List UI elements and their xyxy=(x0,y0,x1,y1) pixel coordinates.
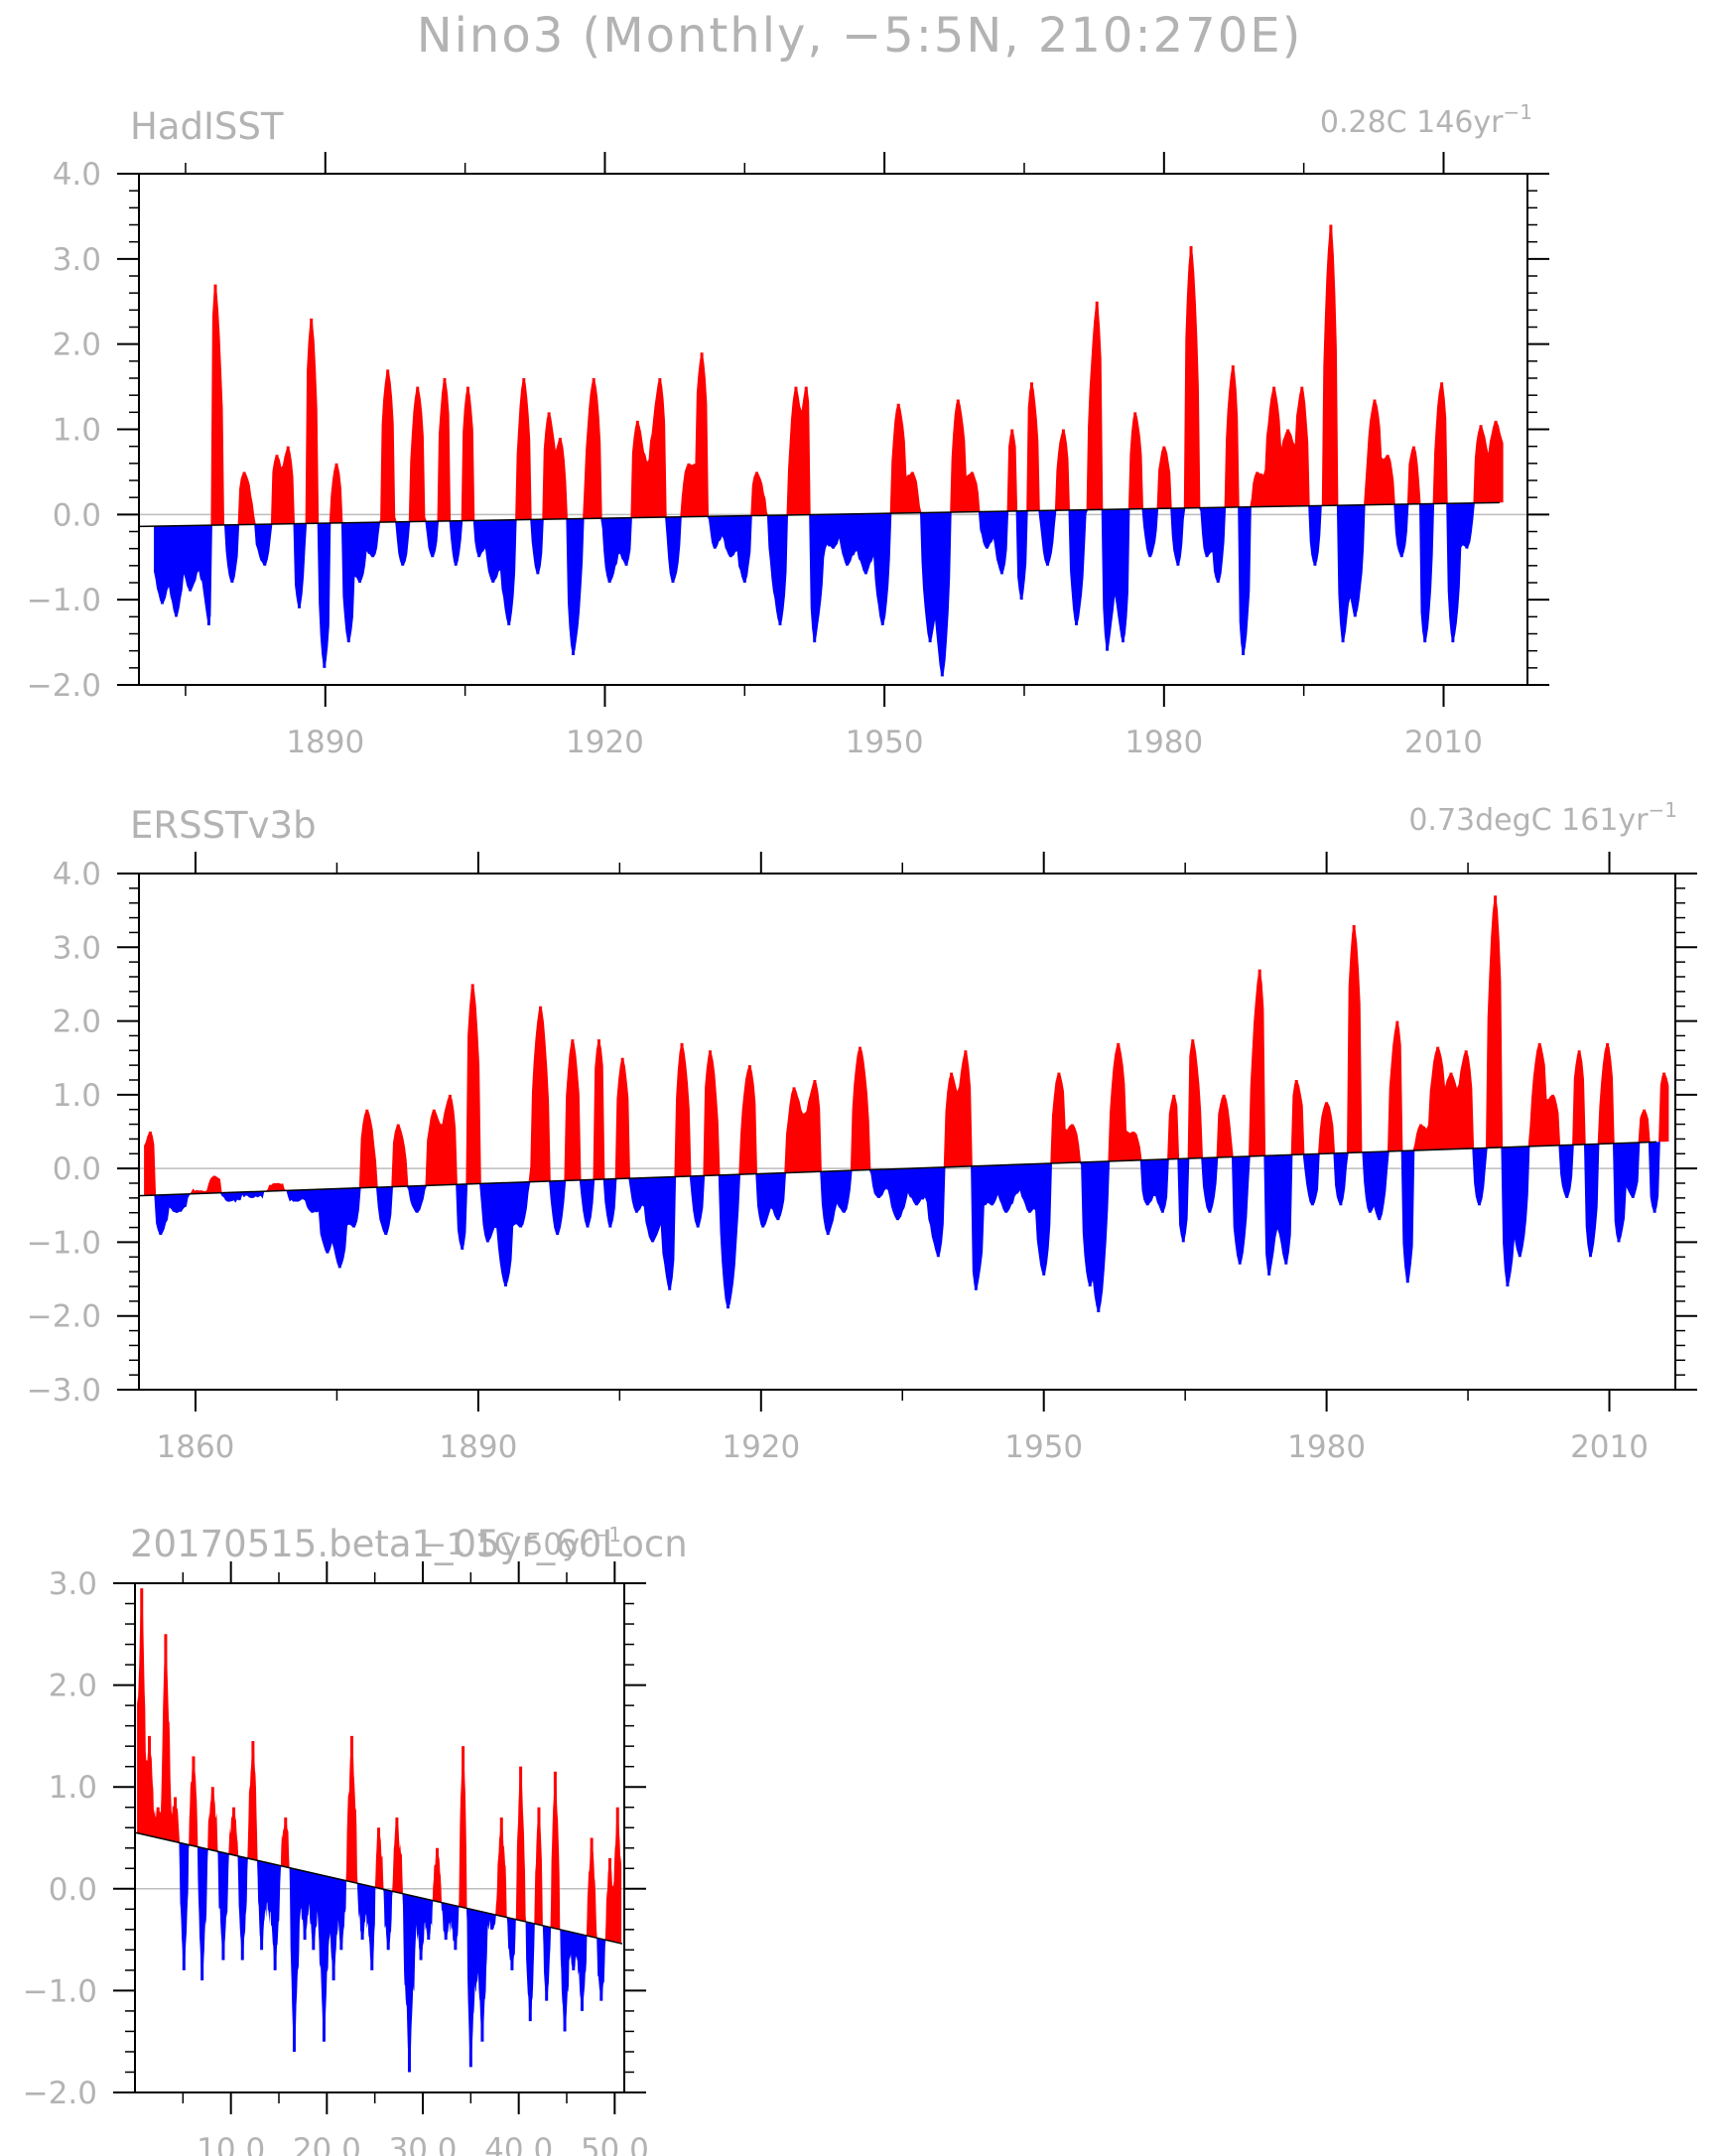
y-tick-label: 2.0 xyxy=(53,328,101,363)
x-tick-label: 40.0 xyxy=(484,2132,553,2156)
trend-label: 0.28C 146yr−1 xyxy=(1320,100,1532,140)
x-tick-label: 1890 xyxy=(286,725,364,760)
negative-anomaly-area xyxy=(137,1832,622,2073)
x-tick-label: 30.0 xyxy=(388,2132,457,2156)
chart-panel-1: 4.0 3.0 2.0 1.0 0.0 −1.0 −2.0 1890 1920 1950 1980 2… xyxy=(27,100,1549,760)
panel-title: ERSSTv3b xyxy=(130,804,317,847)
y-tick-label: −1.0 xyxy=(27,1225,101,1261)
x-tick-label: 10.0 xyxy=(197,2132,265,2156)
figure-title: Nino3 (Monthly, −5:5N, 210:270E) xyxy=(417,8,1303,64)
x-tick-label: 2010 xyxy=(1404,725,1483,760)
positive-anomaly-area xyxy=(144,896,1669,1196)
chart-panel-3: 3.0 2.0 1.0 0.0 −1.0 −2.0 10.0 20.0 30.0 40.0 50.0… xyxy=(23,1523,688,2156)
plot-frame xyxy=(134,1582,625,2093)
x-tick-label: 1980 xyxy=(1125,725,1203,760)
trend-label-superscript: −1 xyxy=(1504,100,1532,124)
trend-label-text: 0.73degC 161yr xyxy=(1408,803,1649,838)
x-tick-label: 1920 xyxy=(566,725,644,760)
y-tick-label: −1.0 xyxy=(23,1973,97,2009)
y-tick-label: 1.0 xyxy=(53,1078,101,1114)
y-tick-label: 4.0 xyxy=(53,857,101,892)
panel-title: 20170515.beta1_05yr_60Locn xyxy=(130,1523,688,1565)
chart-panel-2: 4.0 3.0 2.0 1.0 0.0 −1.0 −2.0 −3.0 1860 1890 1920 1… xyxy=(27,798,1697,1465)
chart-panels: 4.0 3.0 2.0 1.0 0.0 −1.0 −2.0 1890 1920 1950 1980 2… xyxy=(23,100,1697,2156)
y-tick-label: −2.0 xyxy=(27,668,101,704)
x-tick-label: 20.0 xyxy=(293,2132,361,2156)
y-tick-label: 1.0 xyxy=(49,1770,97,1806)
y-tick-label: 1.0 xyxy=(53,413,101,449)
plot-frame xyxy=(138,873,1676,1391)
x-tick-label: 1890 xyxy=(439,1429,517,1465)
y-tick-label: 0.0 xyxy=(53,497,101,533)
y-tick-label: −2.0 xyxy=(27,1299,101,1335)
x-tick-label: 2010 xyxy=(1570,1429,1649,1465)
trend-label-text: 0.28C 146yr xyxy=(1320,105,1504,140)
trend-label-superscript: −1 xyxy=(593,1523,621,1547)
y-tick-label: −3.0 xyxy=(27,1373,101,1409)
panel-title: HadISST xyxy=(130,105,284,148)
trend-label-superscript: −1 xyxy=(1649,798,1677,822)
y-tick-label: −1.0 xyxy=(27,583,101,618)
x-tick-label: 1950 xyxy=(1004,1429,1083,1465)
trend-label: 0.73degC 161yr−1 xyxy=(1408,798,1677,838)
trend-line xyxy=(138,501,1500,528)
y-tick-label: 2.0 xyxy=(53,1005,101,1040)
y-tick-label: 2.0 xyxy=(49,1669,97,1704)
y-tick-label: 3.0 xyxy=(49,1566,97,1602)
trend-label: −1.1C 50yr−1 xyxy=(422,1523,621,1562)
negative-anomaly-area xyxy=(144,1142,1669,1312)
positive-anomaly-area xyxy=(154,224,1504,527)
y-tick-label: 3.0 xyxy=(53,242,101,278)
y-tick-label: 0.0 xyxy=(49,1872,97,1908)
x-tick-label: 1980 xyxy=(1287,1429,1366,1465)
y-tick-label: 0.0 xyxy=(53,1151,101,1187)
trend-label-text: −1.1C 50yr xyxy=(422,1528,593,1562)
x-tick-label: 1950 xyxy=(846,725,924,760)
negative-anomaly-area xyxy=(154,502,1504,677)
positive-anomaly-area xyxy=(137,1589,622,1944)
x-tick-label: 1860 xyxy=(157,1429,235,1465)
trend-line xyxy=(135,1831,623,1945)
y-tick-label: 3.0 xyxy=(53,930,101,966)
y-tick-label: −2.0 xyxy=(23,2076,97,2111)
y-tick-label: 4.0 xyxy=(53,157,101,193)
trend-line xyxy=(138,1141,1657,1197)
x-tick-label: 50.0 xyxy=(581,2132,649,2156)
x-tick-label: 1920 xyxy=(722,1429,800,1465)
